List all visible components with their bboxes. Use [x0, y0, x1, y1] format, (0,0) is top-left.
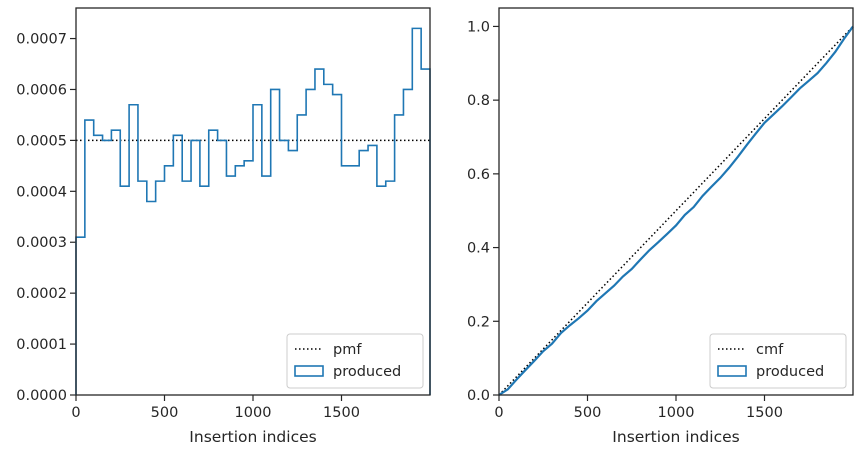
y-tick-label: 0.0006 — [16, 82, 67, 98]
y-tick-label: 0.0 — [467, 388, 490, 404]
y-tick-label: 0.8 — [467, 93, 490, 109]
y-tick-label: 0.0004 — [16, 184, 67, 200]
legend-box — [286, 333, 424, 389]
produced-step-series — [75, 27, 431, 395]
y-tick-label: 0.0000 — [16, 388, 67, 404]
y-tick-label: 0.0007 — [16, 32, 67, 48]
x-tick-label: 1000 — [658, 405, 695, 421]
y-tick-label: 0.6 — [467, 167, 490, 183]
x-axis-label: Insertion indices — [189, 428, 316, 446]
legend: pmf produced — [286, 333, 424, 389]
x-axis-label: Insertion indices — [612, 428, 739, 446]
y-tick-label: 0.0001 — [16, 337, 67, 353]
legend-label: cmf — [756, 342, 784, 358]
x-tick-label: 500 — [151, 405, 179, 421]
y-ticks: 0.0000 0.0001 0.0002 0.0003 0.0004 0.0005 0.00… — [16, 32, 76, 404]
y-tick-label: 0.0003 — [16, 235, 67, 251]
histogram-panel: 0.0000 0.0001 0.0002 0.0003 0.0004 0.0005 0.00… — [16, 7, 431, 446]
y-tick-label: 0.0002 — [16, 286, 67, 302]
y-tick-label: 0.0005 — [16, 133, 67, 149]
x-ticks: 0 500 1000 1500 — [494, 395, 783, 421]
x-tick-label: 0 — [71, 405, 80, 421]
legend-label: pmf — [333, 342, 362, 358]
legend-label: produced — [756, 364, 824, 380]
produced-cumulative-line — [498, 25, 854, 396]
y-tick-label: 0.4 — [467, 241, 490, 257]
legend-box — [709, 333, 847, 389]
y-ticks: 0.0 0.2 0.4 0.6 0.8 1.0 — [467, 19, 499, 404]
x-tick-label: 1500 — [323, 405, 360, 421]
x-ticks: 0 500 1000 1500 — [71, 395, 360, 421]
y-tick-label: 0.2 — [467, 314, 490, 330]
legend: cmf produced — [709, 333, 847, 389]
x-tick-label: 500 — [574, 405, 602, 421]
cumulative-panel: 0.0 0.2 0.4 0.6 0.8 1.0 0 500 1000 1500 Insertio… — [467, 7, 854, 446]
cmf-line — [498, 25, 854, 396]
x-tick-label: 1500 — [746, 405, 783, 421]
legend-swatch-patch — [717, 365, 747, 377]
legend-swatch-patch — [294, 365, 324, 377]
plot-frame — [498, 7, 854, 396]
plot-frame — [75, 7, 431, 396]
x-tick-label: 1000 — [235, 405, 272, 421]
x-tick-label: 0 — [494, 405, 503, 421]
y-tick-label: 1.0 — [467, 19, 490, 35]
legend-label: produced — [333, 364, 401, 380]
